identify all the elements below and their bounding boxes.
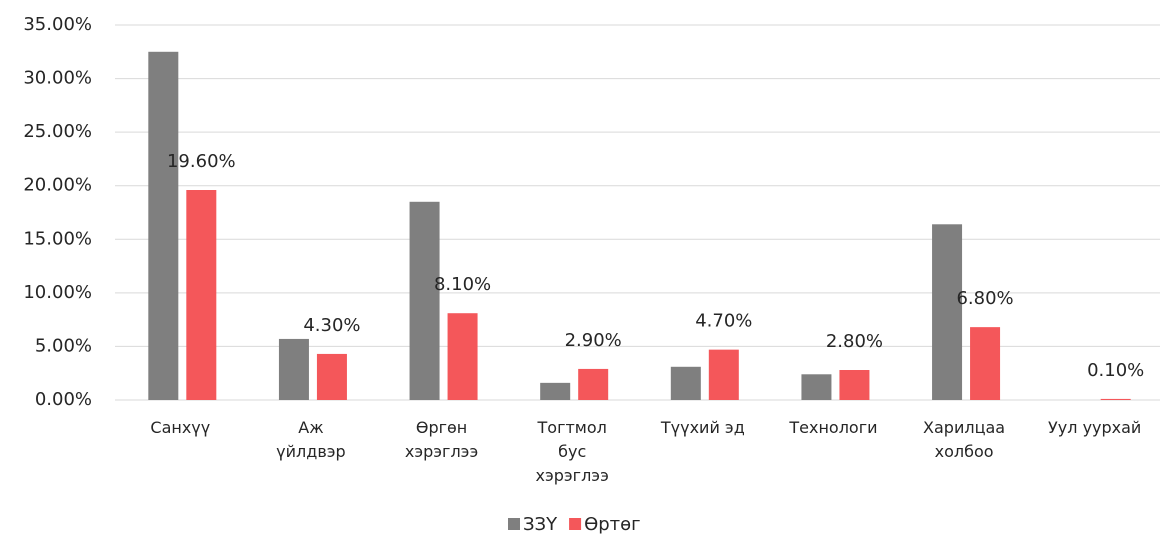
y-tick-label: 15.00%	[23, 228, 92, 249]
y-tick-label: 30.00%	[23, 68, 92, 89]
y-tick-label: 20.00%	[23, 175, 92, 196]
data-label: 0.10%	[1087, 360, 1144, 381]
legend-swatch	[508, 518, 520, 530]
y-tick-label: 25.00%	[23, 121, 92, 142]
y-tick-label: 5.00%	[35, 335, 92, 356]
x-tick-label: Тогтмол бус хэрэглээ	[535, 418, 608, 485]
data-label: 8.10%	[434, 274, 491, 295]
x-tick-label: Технологи	[788, 418, 877, 437]
bar	[801, 374, 832, 400]
data-label: 19.60%	[167, 151, 236, 172]
legend-swatch	[569, 518, 582, 530]
bar	[970, 327, 1001, 400]
data-label: 4.30%	[303, 315, 360, 336]
bar	[708, 349, 739, 400]
bar	[540, 382, 571, 400]
bar	[278, 338, 309, 400]
x-tick-label: Өргөн хэрэглээ	[405, 418, 478, 461]
bar	[578, 368, 609, 400]
bar	[409, 201, 440, 400]
bar	[186, 190, 217, 400]
legend-label: ЗЗҮ	[523, 514, 558, 535]
x-tick-label: Түүхий эд	[660, 418, 745, 437]
bar	[670, 366, 701, 400]
y-tick-label: 0.00%	[35, 389, 92, 410]
data-label: 2.80%	[826, 331, 883, 352]
bar	[932, 224, 963, 400]
y-tick-label: 35.00%	[23, 14, 92, 35]
x-tick-label: Уул уурхай	[1048, 418, 1141, 437]
x-tick-label: Аж үйлдвэр	[276, 418, 346, 461]
data-label: 2.90%	[565, 330, 622, 351]
legend-label: Өртөг	[584, 514, 641, 535]
data-label: 4.70%	[695, 311, 752, 332]
bar	[1100, 398, 1131, 400]
bar	[447, 313, 478, 400]
data-label: 6.80%	[956, 288, 1013, 309]
x-tick-label: Санхүү	[150, 418, 210, 437]
bar	[148, 51, 179, 401]
x-tick-label: Харилцаа холбоо	[923, 418, 1005, 461]
y-tick-label: 10.00%	[23, 282, 92, 303]
bar	[316, 353, 347, 400]
bar	[839, 370, 870, 400]
